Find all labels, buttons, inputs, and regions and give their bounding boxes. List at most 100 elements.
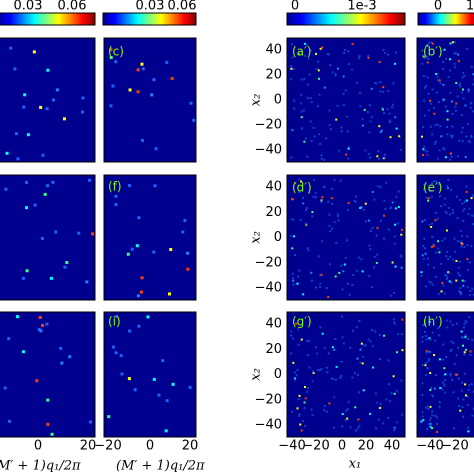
heatmap-speck xyxy=(401,413,404,416)
heatmap-speck xyxy=(464,394,467,397)
heatmap-speck xyxy=(461,76,464,79)
heatmap-speck xyxy=(393,426,396,429)
heatmap-speck xyxy=(359,361,362,364)
heatmap-speck xyxy=(439,205,442,208)
heatmap-speck xyxy=(470,135,473,138)
heatmap-speck xyxy=(291,247,294,250)
heatmap-speck xyxy=(454,109,457,112)
heatmap-speck xyxy=(427,92,430,95)
heatmap-speck xyxy=(341,413,344,416)
heatmap-speck xyxy=(340,126,343,129)
heatmap-speck xyxy=(314,196,317,199)
y-tick-label: 0 xyxy=(274,93,282,108)
heatmap-speck xyxy=(459,240,462,243)
heatmap-speck xyxy=(319,274,322,277)
heatmap-speck xyxy=(456,322,459,325)
heatmap-speck xyxy=(462,209,465,212)
heatmap-speck xyxy=(457,266,460,269)
heatmap-speck xyxy=(459,85,462,88)
heatmap-speck xyxy=(434,276,437,279)
heatmap-speck xyxy=(135,244,139,248)
heatmap-speck xyxy=(319,47,322,50)
heatmap-speck xyxy=(396,351,399,354)
heatmap-speck xyxy=(294,254,297,257)
heatmap-speck xyxy=(21,276,25,280)
heatmap-speck xyxy=(444,373,447,376)
heatmap-speck xyxy=(395,127,398,130)
heatmap-speck xyxy=(342,93,345,96)
heatmap-speck xyxy=(427,257,430,260)
y-axis-label: x₂ xyxy=(249,231,264,244)
heatmap-speck xyxy=(320,154,323,157)
heatmap-speck xyxy=(355,195,358,198)
heatmap-speck xyxy=(450,136,453,139)
heatmap-speck xyxy=(290,156,293,159)
heatmap-speck xyxy=(458,83,461,86)
heatmap-speck xyxy=(290,78,293,81)
heatmap-speck xyxy=(435,180,438,183)
heatmap-speck xyxy=(317,77,320,80)
heatmap-speck xyxy=(434,373,437,376)
heatmap-speck xyxy=(464,383,467,386)
heatmap-speck xyxy=(371,226,374,229)
heatmap-speck xyxy=(446,326,449,329)
heatmap-speck xyxy=(454,105,457,108)
heatmap-speck xyxy=(438,400,441,403)
heatmap-speck xyxy=(381,108,384,111)
heatmap-speck xyxy=(345,239,348,242)
heatmap-speck xyxy=(443,384,446,387)
heatmap-speck xyxy=(306,340,309,343)
heatmap-speck xyxy=(451,41,454,44)
heatmap-speck xyxy=(429,417,432,420)
heatmap-speck xyxy=(466,235,469,238)
heatmap-speck xyxy=(442,343,445,346)
heatmap-speck xyxy=(421,335,424,338)
heatmap-speck xyxy=(437,334,440,337)
heatmap-speck xyxy=(369,248,372,251)
heatmap-speck xyxy=(324,137,327,140)
heatmap-speck xyxy=(374,82,377,85)
heatmap-speck xyxy=(314,286,317,289)
heatmap-speck xyxy=(420,135,423,138)
heatmap-speck xyxy=(436,217,439,220)
x-tick-label: 20 xyxy=(182,439,199,454)
heatmap-speck xyxy=(376,401,379,404)
heatmap-speck xyxy=(303,54,306,57)
heatmap-speck xyxy=(444,237,447,240)
heatmap-speck xyxy=(346,408,349,411)
heatmap-speck xyxy=(466,48,469,51)
heatmap-speck xyxy=(397,333,400,336)
heatmap-speck xyxy=(291,272,294,275)
heatmap-speck xyxy=(423,99,426,102)
heatmap-speck xyxy=(293,371,296,374)
heatmap-speck xyxy=(306,390,309,393)
heatmap-speck xyxy=(370,87,373,90)
heatmap-speck xyxy=(383,111,386,114)
heatmap-speck xyxy=(334,378,337,381)
heatmap-speck xyxy=(358,91,361,94)
heatmap-speck xyxy=(431,88,434,91)
heatmap-speck xyxy=(450,134,453,137)
heatmap-speck xyxy=(456,95,459,98)
heatmap-speck xyxy=(346,115,349,118)
heatmap-speck xyxy=(330,227,333,230)
heatmap-speck xyxy=(383,334,386,337)
heatmap-speck xyxy=(442,147,445,150)
heatmap-speck xyxy=(50,432,54,436)
heatmap-speck xyxy=(333,178,336,181)
heatmap-speck xyxy=(433,112,436,115)
heatmap-speck xyxy=(463,353,466,356)
heatmap-speck xyxy=(469,353,472,356)
heatmap-speck xyxy=(340,360,343,363)
heatmap-speck xyxy=(463,75,466,78)
panel-label: (b′) xyxy=(423,45,443,59)
heatmap-speck xyxy=(33,203,37,207)
heatmap-speck xyxy=(367,56,370,59)
heatmap-speck xyxy=(387,416,390,419)
heatmap-speck xyxy=(322,185,325,188)
heatmap-speck xyxy=(308,191,311,194)
heatmap-speck xyxy=(39,105,43,109)
y-tick-label: 20 xyxy=(265,68,282,83)
heatmap-speck xyxy=(290,352,293,355)
heatmap-speck xyxy=(300,102,303,105)
